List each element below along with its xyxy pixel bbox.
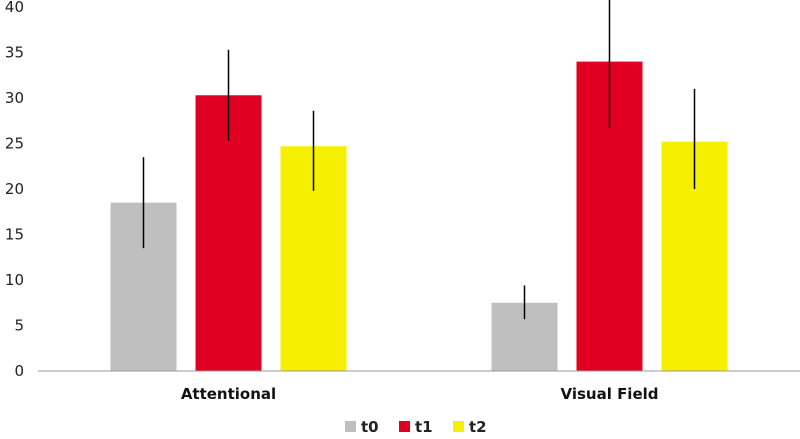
y-tick-label: 35 <box>5 44 24 62</box>
error-bars <box>142 0 696 320</box>
legend-label-t2: t2 <box>469 418 487 436</box>
y-tick-label: 40 <box>5 0 24 16</box>
y-tick-label: 25 <box>5 135 24 153</box>
y-tick-label: 20 <box>5 180 24 198</box>
category-labels: Attentional Visual Field <box>181 385 659 403</box>
legend-label-t0: t0 <box>361 418 379 436</box>
legend-swatch-t2 <box>453 421 464 432</box>
y-tick-label: 5 <box>14 317 24 335</box>
category-label: Visual Field <box>560 385 658 403</box>
y-axis-ticks: 0 5 10 15 20 25 30 35 40 <box>5 0 24 380</box>
legend-swatch-t1 <box>399 421 410 432</box>
y-tick-label: 15 <box>5 226 24 244</box>
legend-swatch-t0 <box>345 421 356 432</box>
legend: t0 t1 t2 <box>345 418 487 436</box>
category-label: Attentional <box>181 385 276 403</box>
bar-t1 <box>195 95 262 372</box>
y-tick-label: 30 <box>5 89 24 107</box>
legend-label-t1: t1 <box>415 418 433 436</box>
bars <box>110 61 728 372</box>
y-tick-label: 10 <box>5 271 24 289</box>
y-tick-label: 0 <box>14 362 24 380</box>
